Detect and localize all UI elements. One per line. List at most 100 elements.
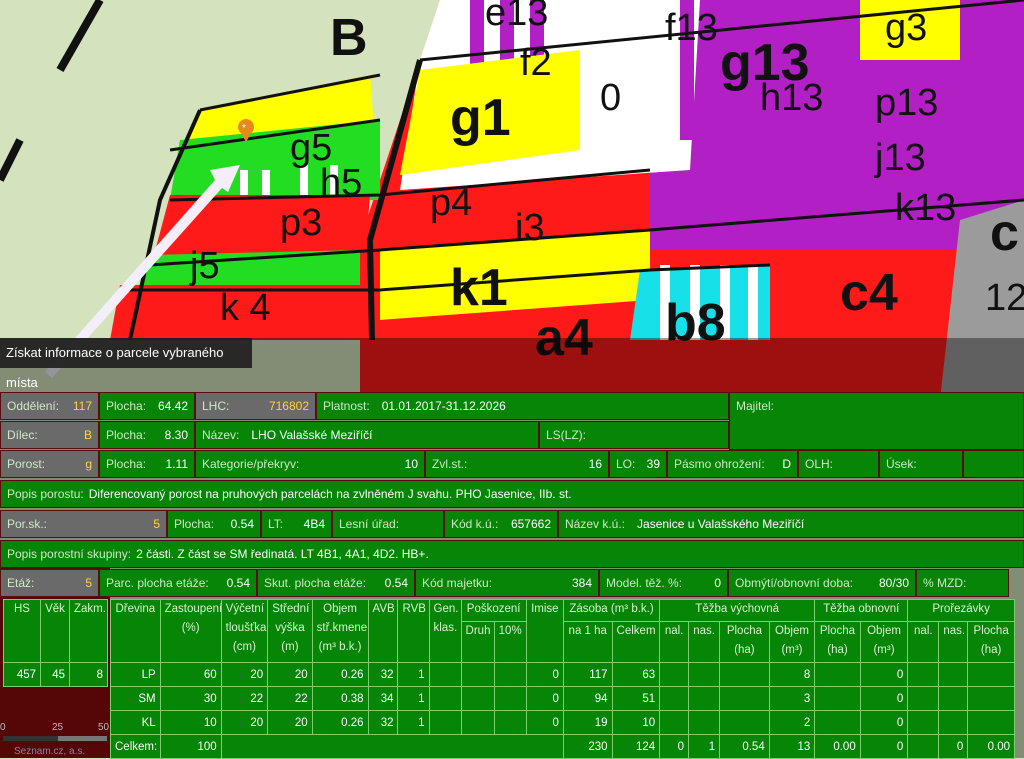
table-cell	[428, 710, 462, 735]
total-to-objem: 0	[859, 734, 909, 759]
drevina-header: Dřevina	[110, 599, 161, 663]
table-row: SM 30 22 22 0.38 34 1 0 94 51 3 0	[110, 686, 1015, 711]
svg-text:p4: p4	[430, 182, 472, 224]
species-cell: SM	[110, 686, 161, 711]
table-cell: 117	[562, 662, 613, 687]
total-tv-objem: 13	[768, 734, 816, 759]
table-cell: 0	[859, 710, 909, 735]
table-cell: 3	[768, 686, 816, 711]
kod-majetku-cell: Kód majetku: 384	[415, 569, 599, 597]
map-scale: 0 25 50 Seznam.cz, a.s.	[0, 722, 109, 758]
table-cell: 60	[159, 662, 222, 687]
hs-header: HS	[3, 599, 41, 663]
nazev-cell: Název: LHO Valašské Meziříčí	[195, 421, 539, 449]
to-objem-header: Objem (m³)	[859, 621, 909, 663]
attribution[interactable]: Seznam.cz, a.s.	[14, 746, 86, 757]
empty-cell	[963, 450, 1024, 478]
scale-tick: 25	[52, 722, 64, 733]
table-cell	[460, 662, 495, 687]
table-cell	[493, 662, 527, 687]
table-cell: 20	[220, 710, 269, 735]
gen-klas-header: Gen. klas.	[428, 599, 462, 663]
porost-cell: Porost: g	[0, 450, 99, 478]
lt-cell: LT: 4B4	[261, 510, 332, 538]
table-cell	[659, 662, 690, 687]
total-zast: 100	[159, 734, 222, 759]
svg-text:*: *	[242, 123, 246, 134]
tooltip: Získat informace o parcele vybraného mís…	[0, 338, 252, 390]
parc-plocha-cell: Parc. plocha etáže: 0.54	[99, 569, 257, 597]
tezba-vychovna-header: Těžba výchovná	[659, 599, 816, 622]
dilec-plocha-cell: Plocha: 8.30	[99, 421, 195, 449]
table-cell: 32	[367, 710, 399, 735]
table-cell: 0.26	[311, 662, 369, 687]
obmyti-cell: Obmýtí/obnovní doba: 80/30	[728, 569, 916, 597]
oddeleni-plocha-cell: Plocha: 64.42	[99, 392, 195, 420]
table-cell: 30	[159, 686, 222, 711]
svg-text:f13: f13	[665, 7, 718, 49]
platnost-cell: Platnost: 01.01.2017-31.12.2026	[316, 392, 729, 420]
species-cell: KL	[110, 710, 161, 735]
table-cell	[493, 710, 527, 735]
svg-text:h13: h13	[760, 77, 823, 119]
olh-cell: OLH:	[798, 450, 879, 478]
model-tez-cell: Model. těž. %: 0	[599, 569, 728, 597]
svg-text:b8: b8	[665, 294, 726, 352]
nazev-ku-cell: Název k.ú.: Jasenice u Valašského Meziříč…	[558, 510, 1024, 538]
table-cell: 20	[267, 662, 313, 687]
svg-text:g1: g1	[450, 89, 511, 147]
total-pr-plocha: 0.00	[967, 734, 1015, 759]
porost-plocha-cell: Plocha: 1.11	[99, 450, 195, 478]
svg-text:0: 0	[600, 77, 621, 119]
table-cell: 1	[397, 686, 430, 711]
stredni-header: Střední výška (m)	[267, 599, 313, 663]
table-cell: 8	[768, 662, 816, 687]
svg-text:j5: j5	[189, 245, 220, 287]
table-cell	[688, 686, 721, 711]
table-cell: 1	[397, 710, 430, 735]
zvl-st-cell: Zvl.st.: 16	[425, 450, 609, 478]
map-pin-icon[interactable]: *	[238, 119, 254, 142]
hs-table: HS Věk Zakm. 457 45 8	[3, 599, 108, 687]
to-plocha-header: Plocha (ha)	[814, 621, 861, 663]
dilec-cell: Dílec: B	[0, 421, 99, 449]
table-cell: 0	[525, 686, 564, 711]
tv-objem-header: Objem (m³)	[768, 621, 816, 663]
table-cell	[907, 710, 940, 735]
total-tv-nas: 1	[688, 734, 721, 759]
total-empty	[220, 734, 564, 759]
lo-cell: LO: 39	[609, 450, 667, 478]
table-cell: 0	[525, 662, 564, 687]
avb-header: AVB	[367, 599, 399, 663]
table-cell	[493, 686, 527, 711]
table-cell: 19	[562, 710, 613, 735]
table-cell: 22	[267, 686, 313, 711]
tezba-obnovni-header: Těžba obnovní	[814, 599, 909, 622]
usek-cell: Úsek:	[879, 450, 963, 478]
table-cell	[967, 686, 1015, 711]
celkem-header: Celkem	[611, 621, 661, 663]
svg-text:a4: a4	[535, 309, 593, 367]
svg-text:i3: i3	[515, 207, 545, 249]
table-cell: 32	[367, 662, 399, 687]
total-pr-nal	[907, 734, 940, 759]
table-cell: 0	[859, 686, 909, 711]
oddeleni-cell: Oddělení: 117	[0, 392, 99, 420]
pr-plocha-header: Plocha (ha)	[967, 621, 1015, 663]
table-cell	[659, 710, 690, 735]
total-row: Celkem: 100 230 124 0 1 0.54 13 0.00 0 0…	[110, 734, 1015, 759]
scale-tick: 0	[0, 722, 6, 733]
kod-ku-cell: Kód k.ú.: 657662	[444, 510, 558, 538]
table-cell: 10	[159, 710, 222, 735]
tv-plocha-header: Plocha (ha)	[719, 621, 770, 663]
svg-text:k1: k1	[450, 259, 508, 317]
skut-plocha-cell: Skut. plocha etáže: 0.54	[257, 569, 415, 597]
table-cell	[688, 710, 721, 735]
table-row: LP 60 20 20 0.26 32 1 0 117 63 8 0	[110, 662, 1015, 687]
table-cell: 0.38	[311, 686, 369, 711]
table-cell	[938, 662, 969, 687]
table-cell: 2	[768, 710, 816, 735]
svg-text:p3: p3	[280, 202, 322, 244]
zastoupeni-header: Zastoupení (%)	[159, 599, 222, 663]
vycetni-header: Výčetní tloušťka (cm)	[220, 599, 269, 663]
